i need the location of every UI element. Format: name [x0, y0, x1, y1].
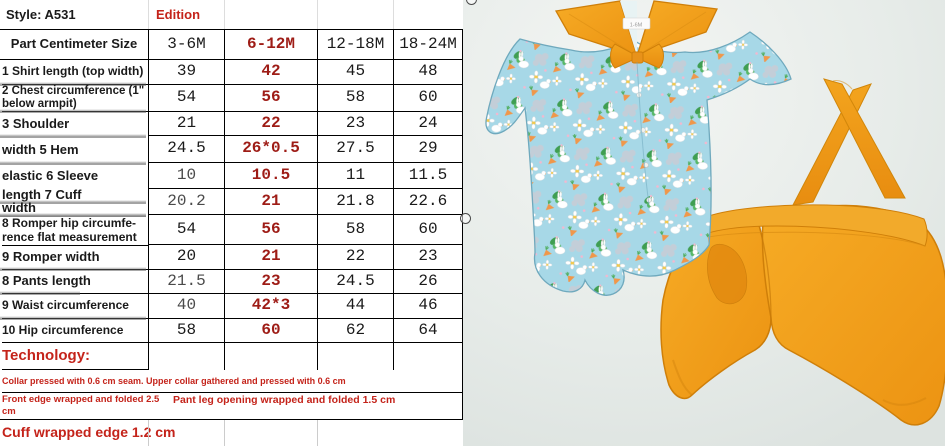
svg-text:1-6M: 1-6M [630, 23, 643, 29]
